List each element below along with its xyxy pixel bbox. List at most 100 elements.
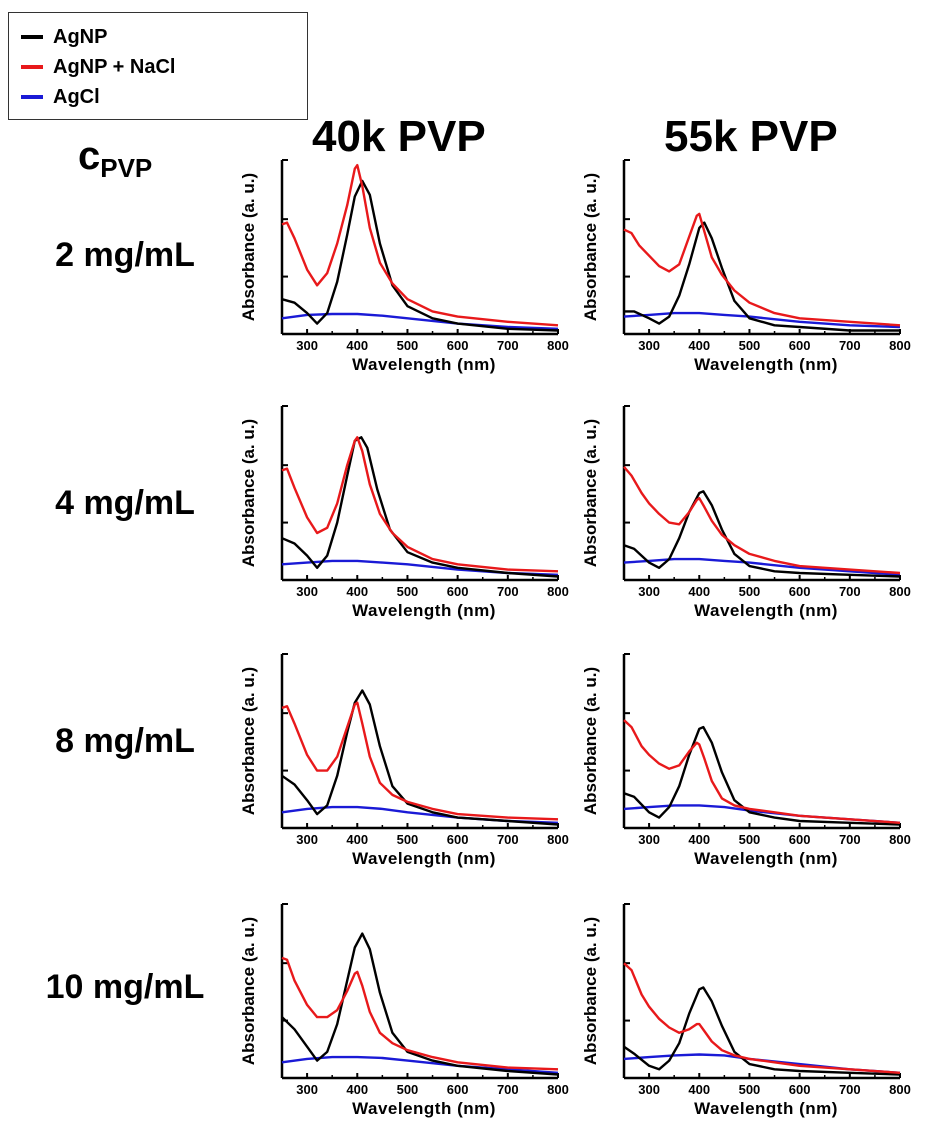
chart-panel: 300 400 500 600 700 800 Wavelength (nm) Absorba… xyxy=(239,653,569,868)
x-tick-label: 600 xyxy=(447,832,469,847)
x-axis-title: Wavelength (nm) xyxy=(694,601,838,620)
legend-item-agnp-nacl: AgNP + NaCl xyxy=(21,53,175,81)
chart-panel: 300 400 500 600 700 800 Wavelength (nm) Absorba… xyxy=(581,903,911,1118)
series-line-agnp-nacl xyxy=(281,436,559,573)
y-axis-title: Absorbance (a. u.) xyxy=(239,917,258,1065)
column-title-40k: 40k PVP xyxy=(312,112,486,161)
series-line-agnp xyxy=(281,436,559,578)
x-tick-label: 500 xyxy=(739,584,761,599)
x-axis-title: Wavelength (nm) xyxy=(352,355,496,374)
series-line-agcl xyxy=(623,557,901,576)
x-tick-label: 500 xyxy=(739,1082,761,1097)
legend-swatch-agnp xyxy=(21,35,43,39)
series-line-agnp-nacl xyxy=(623,212,901,327)
x-tick-label: 800 xyxy=(889,832,911,847)
x-axis-title: Wavelength (nm) xyxy=(352,849,496,868)
x-tick-label: 300 xyxy=(296,584,318,599)
series-line-agnp xyxy=(623,986,901,1076)
x-tick-label: 700 xyxy=(497,832,519,847)
series-line-agnp xyxy=(623,725,901,826)
x-tick-label: 700 xyxy=(839,1082,861,1097)
concentration-axis-title: cPVP xyxy=(78,134,152,184)
cpvp-main: c xyxy=(78,134,101,178)
y-axis-title: Absorbance (a. u.) xyxy=(239,173,258,321)
x-tick-label: 600 xyxy=(447,584,469,599)
x-tick-label: 400 xyxy=(346,584,368,599)
x-tick-label: 600 xyxy=(447,1082,469,1097)
x-tick-label: 600 xyxy=(789,1082,811,1097)
x-tick-label: 300 xyxy=(638,338,660,353)
x-tick-label: 500 xyxy=(739,338,761,353)
x-tick-label: 800 xyxy=(889,338,911,353)
y-axis-title: Absorbance (a. u.) xyxy=(581,667,600,815)
series-line-agnp xyxy=(623,490,901,578)
x-tick-label: 400 xyxy=(346,832,368,847)
x-tick-label: 300 xyxy=(638,832,660,847)
x-tick-label: 600 xyxy=(789,338,811,353)
series-line-agnp xyxy=(281,689,559,826)
x-axis-title: Wavelength (nm) xyxy=(694,1099,838,1118)
x-tick-label: 400 xyxy=(688,832,710,847)
series-line-agnp xyxy=(624,221,900,332)
x-tick-label: 300 xyxy=(296,1082,318,1097)
x-tick-label: 700 xyxy=(839,584,861,599)
column-title-55k: 55k PVP xyxy=(664,112,838,161)
x-tick-label: 700 xyxy=(839,832,861,847)
chart-panel: 300 400 500 600 700 800 Wavelength (nm) Absorba… xyxy=(581,159,911,374)
y-axis-title: Absorbance (a. u.) xyxy=(239,667,258,815)
x-tick-label: 500 xyxy=(397,338,419,353)
legend: AgNP AgNP + NaCl AgCl xyxy=(8,12,308,120)
x-tick-label: 700 xyxy=(497,584,519,599)
x-tick-label: 300 xyxy=(296,832,318,847)
legend-label-agcl: AgCl xyxy=(53,85,100,108)
legend-item-agcl: AgCl xyxy=(21,83,100,111)
series-line-agcl xyxy=(623,311,901,329)
legend-item-agnp: AgNP xyxy=(21,23,107,51)
legend-swatch-agnp-nacl xyxy=(21,65,43,69)
chart-panel: 300 400 500 600 700 800 Wavelength (nm) Absorba… xyxy=(239,405,569,620)
x-tick-label: 500 xyxy=(397,832,419,847)
y-axis-title: Absorbance (a. u.) xyxy=(581,917,600,1065)
series-line-agnp xyxy=(281,179,559,332)
x-tick-label: 500 xyxy=(739,832,761,847)
x-tick-label: 400 xyxy=(346,338,368,353)
x-tick-label: 700 xyxy=(839,338,861,353)
chart-panel: 300 400 500 600 700 800 Wavelength (nm) Absorba… xyxy=(239,903,569,1118)
y-axis-title: Absorbance (a. u.) xyxy=(581,419,600,567)
series-line-agnp-nacl xyxy=(281,956,559,1071)
cpvp-sub: PVP xyxy=(100,153,153,183)
chart-panel: 300 400 500 600 700 800 Wavelength (nm) Absorba… xyxy=(239,159,569,374)
x-tick-label: 800 xyxy=(889,584,911,599)
x-tick-label: 400 xyxy=(346,1082,368,1097)
x-tick-label: 600 xyxy=(789,584,811,599)
x-tick-label: 800 xyxy=(547,1082,569,1097)
y-axis-title: Absorbance (a. u.) xyxy=(239,419,258,567)
row-label-4mg: 4 mg/mL xyxy=(55,484,195,522)
x-tick-label: 400 xyxy=(688,584,710,599)
x-tick-label: 400 xyxy=(688,338,710,353)
row-label-2mg: 2 mg/mL xyxy=(55,236,195,274)
legend-swatch-agcl xyxy=(21,95,43,99)
x-axis-title: Wavelength (nm) xyxy=(694,355,838,374)
series-line-agnp-nacl xyxy=(623,962,901,1074)
row-label-8mg: 8 mg/mL xyxy=(55,722,195,760)
x-tick-label: 800 xyxy=(547,832,569,847)
x-axis-title: Wavelength (nm) xyxy=(352,1099,496,1118)
series-line-agnp-nacl xyxy=(281,164,559,327)
x-tick-label: 800 xyxy=(547,584,569,599)
x-tick-label: 500 xyxy=(397,584,419,599)
x-tick-label: 700 xyxy=(497,338,519,353)
legend-label-agnp-nacl: AgNP + NaCl xyxy=(53,55,176,78)
row-label-10mg: 10 mg/mL xyxy=(45,968,205,1006)
x-tick-label: 600 xyxy=(789,832,811,847)
chart-panel: 300 400 500 600 700 800 Wavelength (nm) Absorba… xyxy=(581,405,911,620)
x-tick-label: 300 xyxy=(296,338,318,353)
x-tick-label: 500 xyxy=(397,1082,419,1097)
x-tick-label: 300 xyxy=(638,1082,660,1097)
x-tick-label: 600 xyxy=(447,338,469,353)
series-line-agnp-nacl xyxy=(281,701,559,821)
x-tick-label: 700 xyxy=(497,1082,519,1097)
x-tick-label: 300 xyxy=(638,584,660,599)
legend-label-agnp: AgNP xyxy=(53,25,108,48)
chart-panel: 300 400 500 600 700 800 Wavelength (nm) Absorba… xyxy=(581,653,911,868)
